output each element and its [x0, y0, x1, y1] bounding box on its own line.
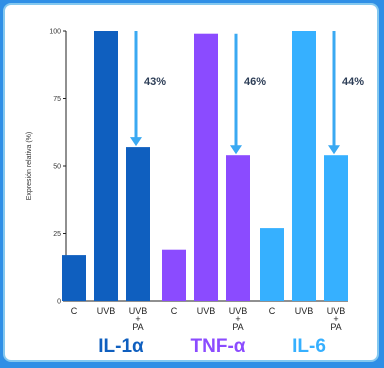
bar: [194, 33, 218, 301]
x-tick-label: C: [171, 306, 178, 316]
bar: [292, 31, 316, 301]
y-tick-label: 25: [53, 231, 61, 238]
reduction-label: 46%: [244, 76, 266, 88]
y-tick-label: 100: [49, 29, 61, 36]
x-tick-label: PA: [132, 322, 143, 332]
bar: [260, 228, 284, 301]
x-tick-label: UVB: [97, 306, 116, 316]
y-tick-label: 0: [57, 299, 61, 306]
x-tick-label: PA: [330, 322, 341, 332]
x-tick-label: C: [71, 306, 78, 316]
reduction-arrow-head: [230, 145, 242, 155]
bar: [162, 249, 186, 301]
x-tick-label: C: [269, 306, 276, 316]
bar: [94, 31, 118, 301]
y-tick-label: 50: [53, 164, 61, 171]
x-tick-label: UVB: [327, 306, 346, 316]
y-tick-label: 75: [53, 96, 61, 103]
x-tick-label: PA: [232, 322, 243, 332]
panel-title: IL-6: [292, 336, 326, 357]
x-tick-label: UVB: [129, 306, 148, 316]
x-tick-label: +: [333, 314, 338, 324]
x-tick-label: +: [135, 314, 140, 324]
reduction-label: 44%: [342, 76, 364, 88]
bar: [62, 255, 86, 301]
bar: [126, 147, 150, 301]
panel-title: TNF-α: [191, 336, 246, 357]
reduction-arrow-head: [130, 137, 142, 147]
panel-title: IL-1α: [98, 336, 144, 357]
reduction-label: 43%: [144, 76, 166, 88]
reduction-arrow-head: [328, 145, 340, 155]
bar: [226, 155, 250, 301]
x-tick-label: UVB: [229, 306, 248, 316]
x-tick-label: UVB: [295, 306, 314, 316]
x-tick-label: +: [235, 314, 240, 324]
bar-chart: 0 25 50 75 100 Expresión relativa (%) C UVB UVB…: [26, 29, 364, 358]
chart-card: 0 25 50 75 100 Expresión relativa (%) C UVB UVB…: [3, 3, 379, 362]
x-tick-label: UVB: [197, 306, 216, 316]
y-axis-label: Expresión relativa (%): [26, 132, 33, 200]
bar: [324, 155, 348, 301]
